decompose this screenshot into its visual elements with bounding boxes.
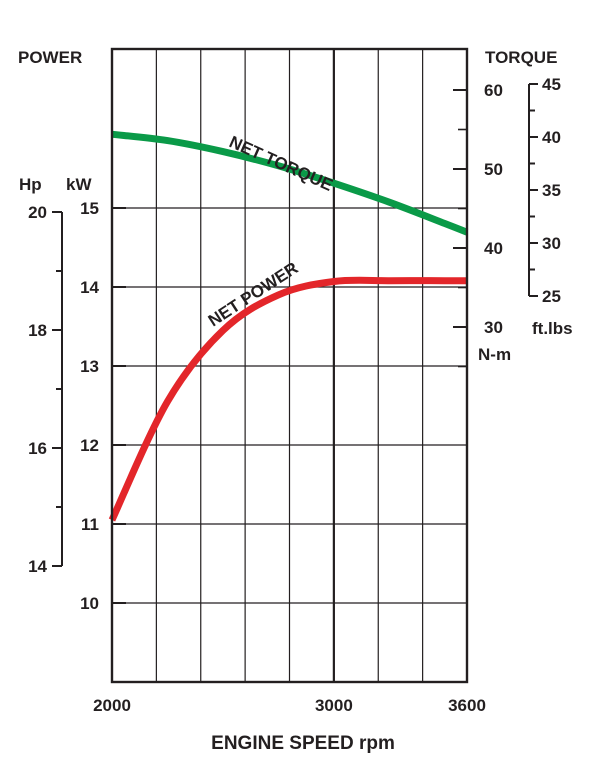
x-tick-label: 2000 xyxy=(93,696,131,715)
hp-tick-label: 16 xyxy=(28,439,47,458)
kw-tick-label: 14 xyxy=(80,278,99,297)
nm-unit-label: N-m xyxy=(478,345,511,364)
kw-tick-label: 12 xyxy=(80,436,99,455)
series-line-net-power xyxy=(108,276,467,522)
ftlbs-tick-label: 40 xyxy=(542,128,561,147)
kw-tick-label: 13 xyxy=(80,357,99,376)
chart-grid xyxy=(112,49,467,682)
kw-tick-label: 15 xyxy=(80,199,99,218)
nm-tick-label: 60 xyxy=(484,81,503,100)
nm-tick-label: 50 xyxy=(484,160,503,179)
power-axis-title: POWER xyxy=(18,48,82,67)
hp-tick-label: 20 xyxy=(28,203,47,222)
torque-axis-title: TORQUE xyxy=(485,48,557,67)
hp-unit-label: Hp xyxy=(19,175,42,194)
kw-unit-label: kW xyxy=(66,175,92,194)
series-line-net-torque xyxy=(111,130,469,236)
ftlbs-tick-label: 35 xyxy=(542,181,561,200)
chart-labels: POWER TORQUE Hp kW ft.lbs N-m ENGINE SPE… xyxy=(18,48,573,754)
kw-tick-label: 11 xyxy=(81,515,99,534)
series-label-net-torque: NET TORQUE xyxy=(226,132,335,195)
hp-tick-label: 18 xyxy=(28,321,47,340)
x-tick-label: 3600 xyxy=(448,696,486,715)
hp-tick-label: 14 xyxy=(28,557,47,576)
kw-tick-label: 10 xyxy=(80,594,99,613)
chart-curves xyxy=(108,130,469,522)
chart-frame xyxy=(52,47,538,684)
ftlbs-unit-label: ft.lbs xyxy=(532,319,573,338)
x-axis-title: ENGINE SPEED rpm xyxy=(211,733,395,754)
nm-tick-label: 40 xyxy=(484,239,503,258)
nm-tick-label: 30 xyxy=(484,318,503,337)
ftlbs-tick-label: 25 xyxy=(542,287,561,306)
ftlbs-tick-label: 45 xyxy=(542,75,561,94)
x-tick-label: 3000 xyxy=(315,696,353,715)
tick-labels: 15 14 13 12 11 10 60 50 40 30 20 18 16 14 45 40 35 30 25 20… xyxy=(28,75,561,715)
ftlbs-tick-label: 30 xyxy=(542,234,561,253)
